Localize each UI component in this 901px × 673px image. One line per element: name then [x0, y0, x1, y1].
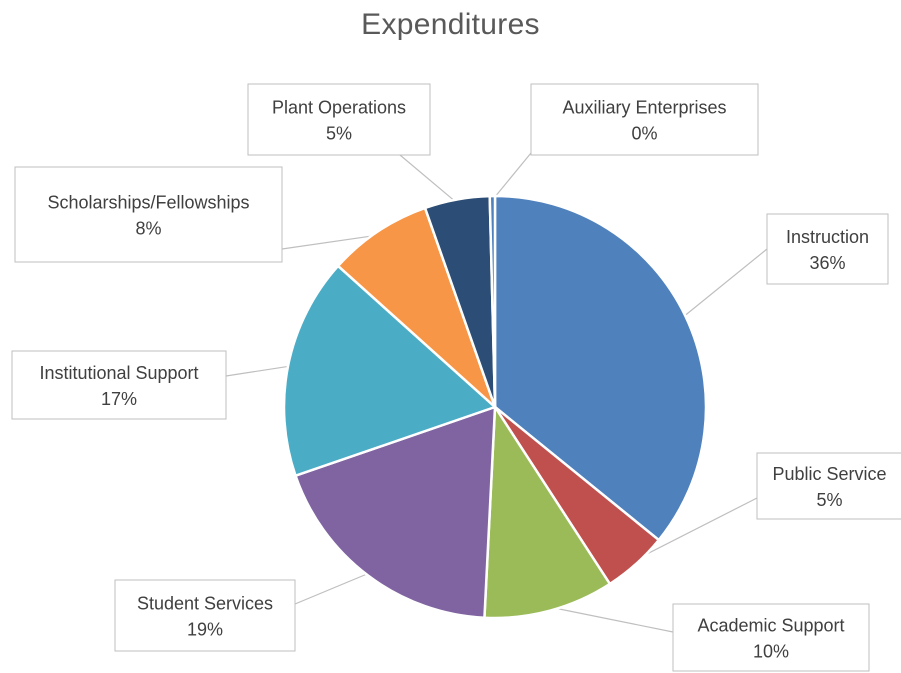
- data-label: Academic Support 10%: [672, 603, 870, 672]
- data-label: Institutional Support 17%: [11, 350, 227, 420]
- leader-line: [281, 234, 381, 250]
- data-label: Plant Operations 5%: [247, 83, 431, 156]
- data-label-box: [766, 213, 889, 285]
- leader-line: [548, 606, 674, 633]
- data-labels: Instruction 36% Public Service 5% Academic S…: [11, 83, 901, 672]
- pie-slice-institutional-support: [282, 264, 498, 478]
- data-label-percent: 8%: [135, 219, 161, 239]
- leader-line: [681, 248, 768, 319]
- data-label-box: [114, 579, 296, 652]
- data-label-category: Auxiliary Enterprises: [562, 98, 726, 118]
- data-label-box: [672, 603, 870, 672]
- data-label-category: Public Service: [772, 464, 886, 484]
- data-label-box: [756, 452, 901, 520]
- leader-line: [225, 365, 293, 377]
- data-label-percent: 36%: [809, 253, 845, 273]
- leader-lines: [225, 152, 768, 633]
- data-label-percent: 5%: [326, 124, 352, 144]
- data-label-category: Scholarships/Fellowships: [47, 193, 249, 213]
- leader-line: [399, 154, 458, 204]
- data-label-box: [247, 83, 431, 156]
- leader-line: [491, 152, 532, 201]
- data-label-box: [530, 83, 759, 156]
- data-label: Auxiliary Enterprises 0%: [530, 83, 759, 156]
- data-label-percent: 0%: [631, 124, 657, 144]
- pie-slices: [282, 194, 708, 620]
- data-label: Student Services 19%: [114, 579, 296, 652]
- data-label: Instruction 36%: [766, 213, 889, 285]
- pie-slice-scholarships-fellowships: [336, 206, 497, 408]
- data-label: Scholarships/Fellowships 8%: [14, 166, 283, 263]
- data-label-category: Academic Support: [697, 616, 844, 636]
- data-label-box: [11, 350, 227, 420]
- data-label: Public Service 5%: [756, 452, 901, 520]
- data-label-percent: 19%: [187, 620, 223, 640]
- leader-line: [294, 571, 371, 605]
- data-label-category: Institutional Support: [39, 363, 198, 383]
- data-label-category: Instruction: [786, 227, 869, 247]
- pie-slice-instruction: [493, 194, 708, 542]
- pie-slice-academic-support: [483, 403, 612, 620]
- pie-slice-auxiliary-enterprises: [488, 194, 497, 408]
- data-label-box: [14, 166, 283, 263]
- data-label-category: Student Services: [137, 594, 273, 614]
- data-label-category: Plant Operations: [272, 98, 406, 118]
- data-label-percent: 5%: [816, 490, 842, 510]
- data-label-percent: 17%: [101, 389, 137, 409]
- data-label-percent: 10%: [753, 642, 789, 662]
- chart-title: Expenditures: [361, 8, 540, 41]
- leader-line: [633, 497, 758, 562]
